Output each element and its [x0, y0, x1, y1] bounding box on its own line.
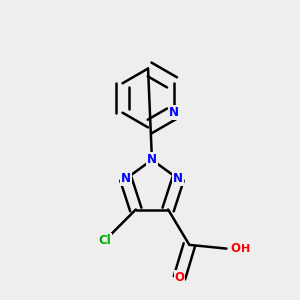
Text: O: O: [230, 242, 240, 255]
Text: N: N: [147, 153, 157, 166]
Text: O: O: [175, 271, 184, 284]
Text: H: H: [242, 244, 251, 254]
Text: Cl: Cl: [98, 234, 111, 247]
Text: N: N: [121, 172, 131, 185]
Text: N: N: [173, 172, 183, 185]
Text: N: N: [169, 106, 178, 119]
